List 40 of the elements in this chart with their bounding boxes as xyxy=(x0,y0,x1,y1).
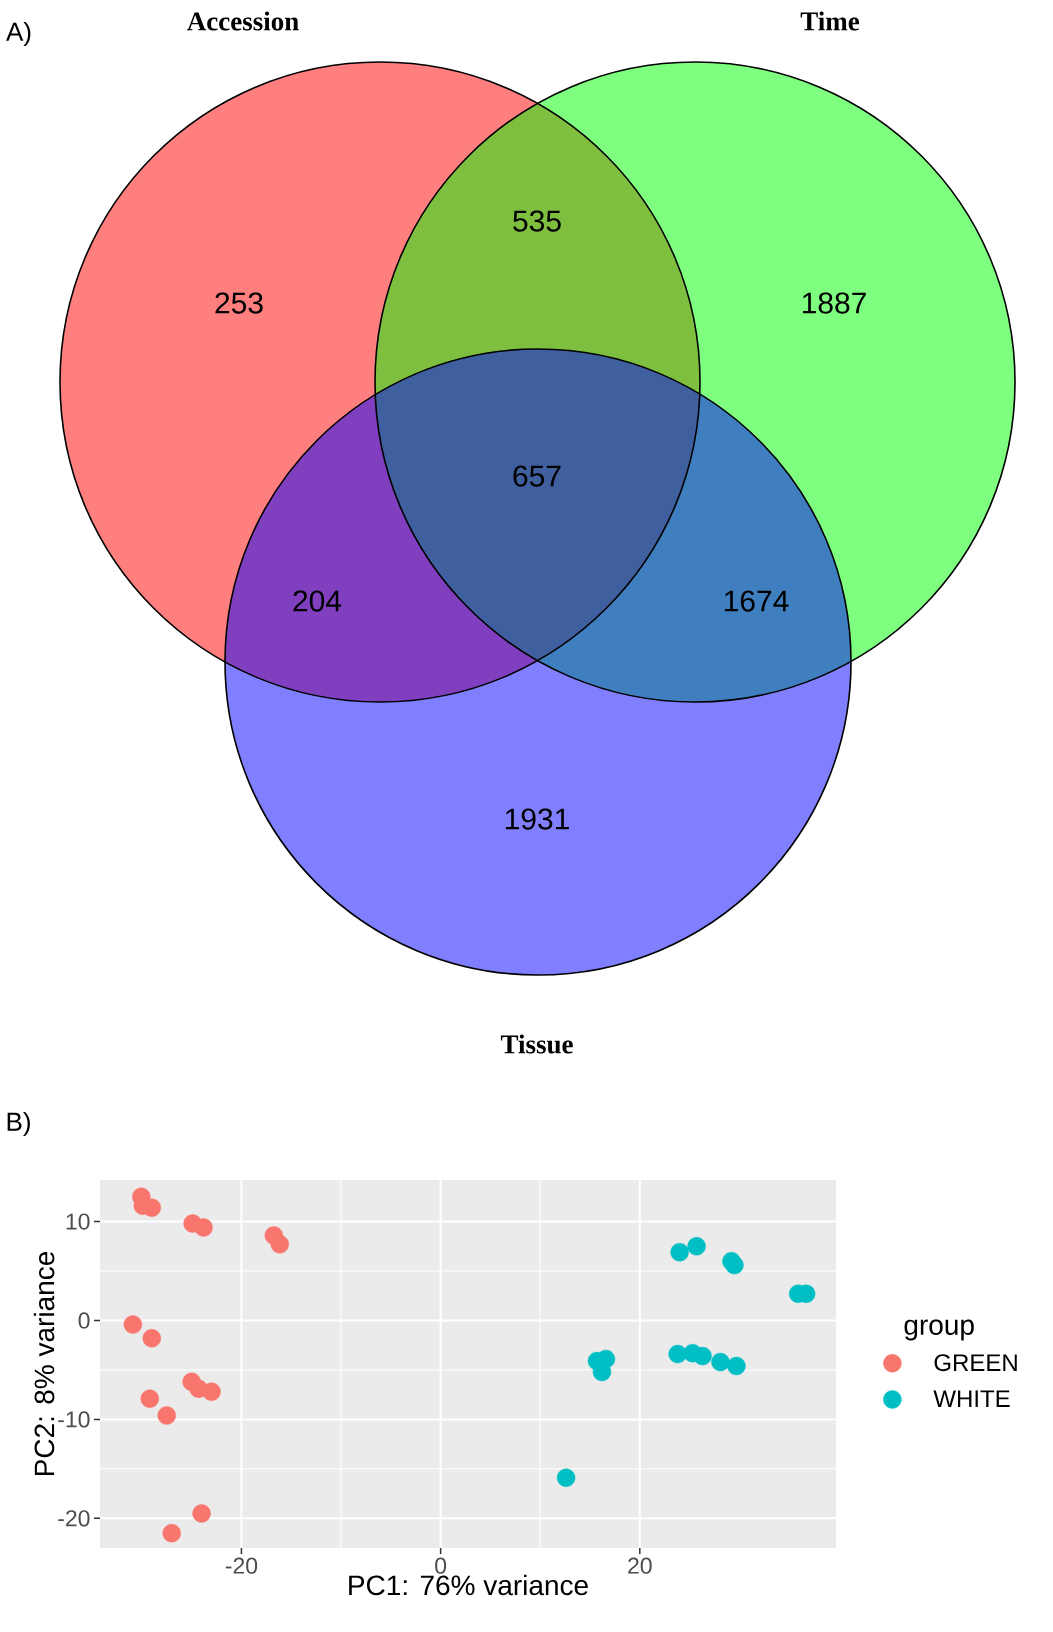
x-axis-title: PC1: 76% variance xyxy=(349,1574,588,1596)
text: 535 xyxy=(513,210,561,232)
y-tick-label: -10 xyxy=(58,1411,90,1428)
point xyxy=(687,1237,706,1256)
category-label: Time xyxy=(800,11,860,31)
text: B) xyxy=(7,1111,30,1137)
legend-label: WHITE xyxy=(933,1390,1010,1407)
point xyxy=(142,1329,161,1348)
point xyxy=(202,1382,221,1401)
legend-title: group xyxy=(904,1319,974,1341)
y-tick-label: 10 xyxy=(66,1213,90,1230)
text: 1674 xyxy=(724,590,789,612)
point xyxy=(670,1243,689,1262)
x-tick-label: 20 xyxy=(628,1557,652,1574)
point xyxy=(140,1389,159,1408)
text: 1887 xyxy=(802,292,866,314)
point xyxy=(123,1315,143,1334)
category-label: Accession xyxy=(187,11,299,31)
point xyxy=(162,1523,181,1543)
text: 204 xyxy=(293,590,342,612)
text: 1931 xyxy=(505,808,569,830)
point xyxy=(556,1468,576,1487)
text: A) xyxy=(6,21,31,47)
y-axis-title: PC2: 8% variance xyxy=(33,1251,55,1476)
y-tick-label: -20 xyxy=(58,1510,90,1527)
point xyxy=(192,1504,211,1523)
point xyxy=(157,1406,176,1425)
text: 657 xyxy=(513,465,561,487)
point xyxy=(711,1352,730,1372)
point xyxy=(270,1235,289,1254)
y-tick-label: 0 xyxy=(78,1312,90,1329)
category-label: Tissue xyxy=(500,1034,573,1054)
point xyxy=(725,1255,744,1275)
legend-label: GREEN xyxy=(934,1354,1017,1372)
x-tick-label: 0 xyxy=(435,1557,447,1574)
x-tick-label: -20 xyxy=(225,1557,258,1574)
point xyxy=(727,1356,746,1376)
text: 253 xyxy=(215,292,263,314)
point xyxy=(693,1346,712,1366)
point xyxy=(194,1218,213,1237)
